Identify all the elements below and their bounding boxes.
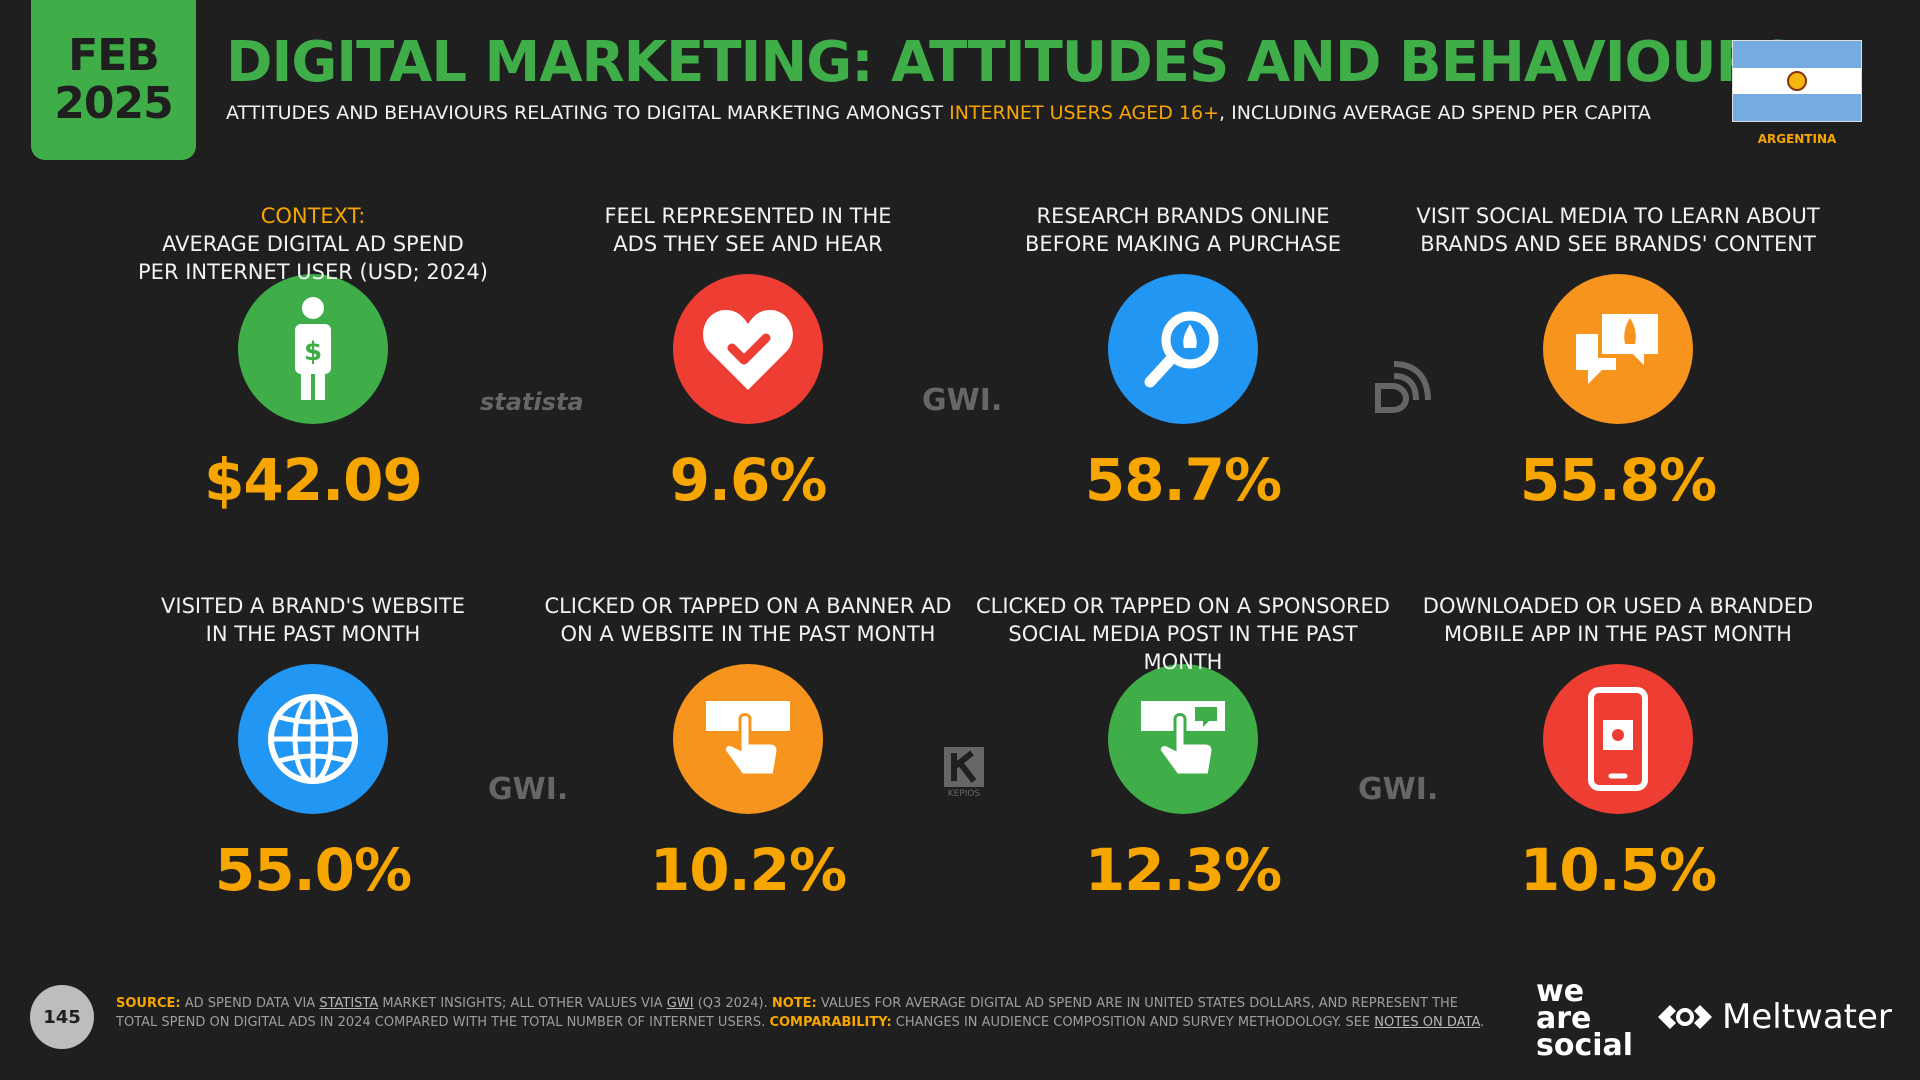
tile-label-line1: CONTEXT: AVERAGE DIGITAL AD SPEND — [138, 202, 488, 258]
tile-label-line2: ADS THEY SEE AND HEAR — [613, 232, 883, 256]
tile-label-line2: SOCIAL MEDIA POST IN THE PAST MONTH — [1008, 622, 1358, 674]
tile-label-line1: CLICKED OR TAPPED ON A BANNER AD — [544, 594, 952, 618]
tile-value: 10.2% — [649, 836, 847, 904]
tile-value: 55.0% — [214, 836, 412, 904]
statista-link[interactable]: STATISTA — [319, 996, 379, 1011]
page-number: 145 — [30, 985, 94, 1049]
tile-label-line1: RESEARCH BRANDS ONLINE — [1036, 204, 1330, 228]
gwi-logo: GWI. — [1358, 772, 1439, 807]
tile-label-line2: PER INTERNET USER (USD; 2024) — [138, 260, 488, 284]
chat-bubbles-icon — [1543, 274, 1693, 424]
tile-label-line1: VISIT SOCIAL MEDIA TO LEARN ABOUT — [1416, 204, 1820, 228]
datareportal-logo-icon — [1372, 356, 1432, 424]
tile-label-line1: FEEL REPRESENTED IN THE — [604, 204, 892, 228]
date-year: 2025 — [54, 78, 173, 129]
tile-label-line2: IN THE PAST MONTH — [205, 622, 421, 646]
we-are-social-logo: we are social — [1536, 974, 1634, 1063]
tile-label-line1: VISITED A BRAND'S WEBSITE — [161, 594, 465, 618]
tap-banner-icon — [673, 664, 823, 814]
heart-check-icon — [673, 274, 823, 424]
kepios-logo: KEPIOS — [942, 745, 986, 805]
tile-label-line2: BEFORE MAKING A PURCHASE — [1025, 232, 1341, 256]
statista-logo: statista — [480, 388, 584, 416]
country-label: ARGENTINA — [1757, 132, 1837, 146]
tile-branded-app: DOWNLOADED OR USED A BRANDED MOBILE APP I… — [1408, 592, 1828, 904]
tile-clicked-banner: CLICKED OR TAPPED ON A BANNER AD ON A WEB… — [538, 592, 958, 904]
svg-text:$: $ — [304, 337, 322, 367]
context-prefix: CONTEXT: — [260, 204, 366, 228]
tile-value: $42.09 — [204, 446, 423, 514]
tile-value: 10.5% — [1519, 836, 1717, 904]
tile-label-line1: CLICKED OR TAPPED ON A SPONSORED — [976, 594, 1390, 618]
tile-clicked-sponsored: CLICKED OR TAPPED ON A SPONSORED SOCIAL M… — [973, 592, 1393, 904]
gwi-logo: GWI. — [922, 383, 1003, 418]
notes-on-data-link[interactable]: NOTES ON DATA — [1374, 1015, 1481, 1030]
tile-label-line1: DOWNLOADED OR USED A BRANDED — [1422, 594, 1814, 618]
subtitle-text: ATTITUDES AND BEHAVIOURS RELATING TO DIG… — [226, 102, 950, 124]
tile-label-line2: ON A WEBSITE IN THE PAST MONTH — [560, 622, 936, 646]
tile-value: 58.7% — [1084, 446, 1282, 514]
tile-label-line2: MOBILE APP IN THE PAST MONTH — [1444, 622, 1792, 646]
globe-icon — [238, 664, 388, 814]
tile-feel-represented: FEEL REPRESENTED IN THE ADS THEY SEE AND … — [538, 202, 958, 514]
page-subtitle: ATTITUDES AND BEHAVIOURS RELATING TO DIG… — [226, 102, 1651, 124]
tile-label-line2: BRANDS AND SEE BRANDS' CONTENT — [1420, 232, 1816, 256]
gwi-logo: GWI. — [488, 772, 569, 807]
tap-social-icon — [1108, 664, 1258, 814]
tile-research-brands: RESEARCH BRANDS ONLINE BEFORE MAKING A PU… — [973, 202, 1393, 514]
tile-value: 9.6% — [669, 446, 828, 514]
subtitle-text-end: , INCLUDING AVERAGE AD SPEND PER CAPITA — [1219, 102, 1651, 124]
subtitle-highlight: INTERNET USERS AGED 16+ — [949, 102, 1220, 124]
tile-visit-social: VISIT SOCIAL MEDIA TO LEARN ABOUT BRANDS … — [1408, 202, 1828, 514]
tile-value: 12.3% — [1084, 836, 1282, 904]
tile-value: 55.8% — [1519, 446, 1717, 514]
tile-visited-website: VISITED A BRAND'S WEBSITE IN THE PAST MON… — [103, 592, 523, 904]
tile-ad-spend: CONTEXT: AVERAGE DIGITAL AD SPEND PER INT… — [103, 202, 523, 514]
date-month: FEB — [68, 30, 160, 81]
argentina-flag-icon — [1732, 40, 1862, 122]
magnifier-icon — [1108, 274, 1258, 424]
person-dollar-icon: $ — [238, 274, 388, 424]
smartphone-icon — [1543, 664, 1693, 814]
meltwater-eye-icon — [1658, 1005, 1712, 1029]
kepios-label: KEPIOS — [947, 789, 981, 799]
page-title: DIGITAL MARKETING: ATTITUDES AND BEHAVIO… — [226, 30, 1798, 95]
date-badge: FEB 2025 — [31, 0, 196, 160]
gwi-link[interactable]: GWI — [666, 996, 694, 1011]
meltwater-logo: Meltwater — [1656, 997, 1892, 1037]
footnote: SOURCE: AD SPEND DATA VIA STATISTA MARKE… — [116, 996, 1485, 1030]
